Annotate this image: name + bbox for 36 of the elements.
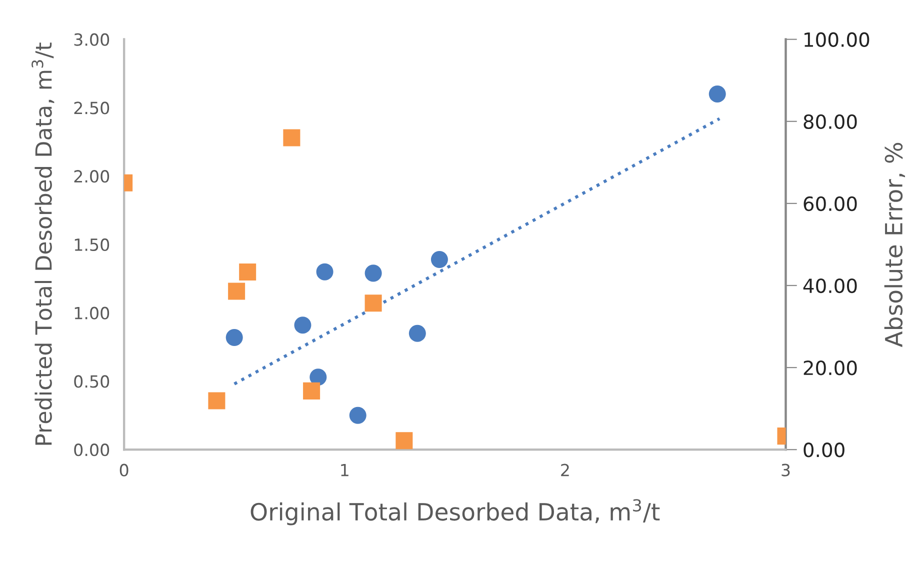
y-tick-label: 1.50 (74, 238, 110, 252)
point (364, 294, 382, 312)
y2-tick-label: 0.00 (804, 442, 844, 458)
y2-tick-label: 80.00 (804, 114, 857, 130)
y2-tick-label: 60.00 (804, 196, 857, 212)
x-tick-label: 2 (561, 464, 569, 476)
point (408, 324, 426, 342)
point (708, 86, 726, 103)
point (396, 432, 413, 450)
point (316, 263, 334, 280)
y-tick-label: 3.00 (74, 33, 110, 46)
y-tick-label: 2.00 (74, 170, 110, 183)
point (364, 264, 382, 282)
point (239, 263, 256, 280)
point (430, 251, 448, 268)
y2-tick-label: 20.00 (804, 360, 857, 376)
y-tick-label: 1.00 (74, 306, 110, 320)
point (294, 316, 312, 334)
x-tick-label: 3 (782, 464, 790, 476)
y2-tick-label: 100.00 (804, 32, 870, 48)
x-tick-label: 0 (120, 464, 128, 476)
y2-tick-label: 40.00 (803, 278, 857, 294)
y-axis-title: Predicted Total Desorbed Data, m$^{3}$/t (32, 42, 54, 445)
y-tick-label: 0.50 (74, 375, 110, 388)
point (208, 392, 226, 410)
point (310, 368, 327, 386)
point (303, 382, 320, 400)
point (228, 282, 246, 300)
y-tick-label: 0.00 (74, 444, 110, 456)
y2-axis-title: Absolute Error, % (884, 142, 906, 348)
point (226, 328, 243, 346)
point (283, 129, 300, 146)
point (349, 406, 366, 424)
y-tick-label: 2.50 (74, 102, 110, 114)
x-axis-title: Original Total Desorbed Data, m$^{3}$/t (250, 499, 660, 526)
x-tick-label: 1 (341, 464, 348, 476)
